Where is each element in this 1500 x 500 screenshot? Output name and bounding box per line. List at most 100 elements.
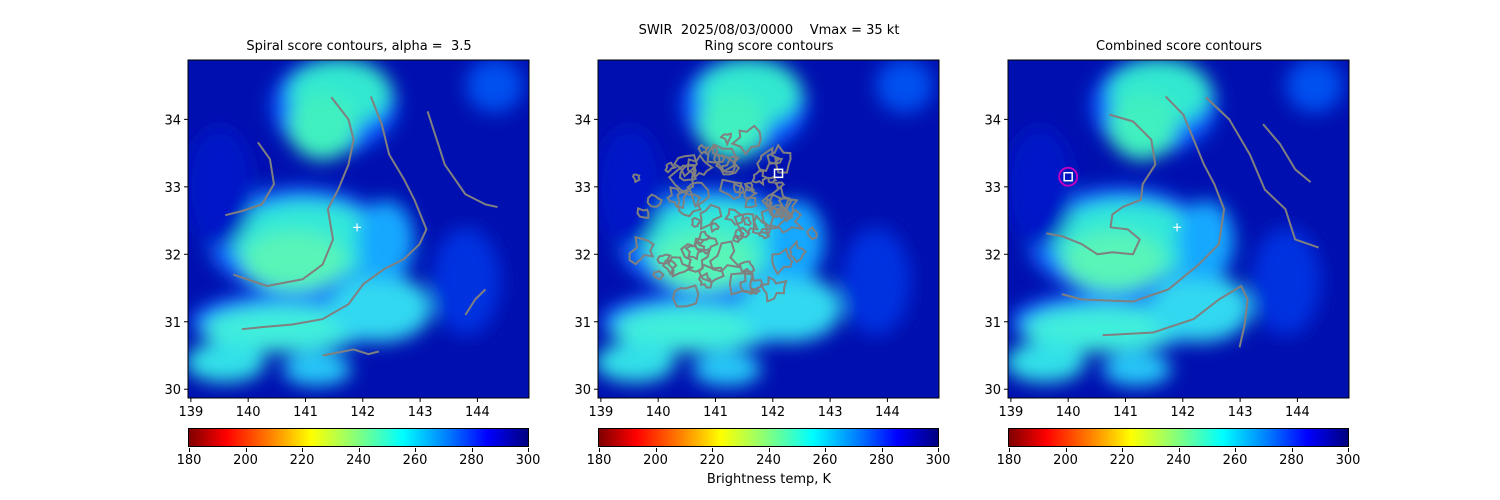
colorbar-tick-label: 180 xyxy=(176,453,202,468)
cloud-blob xyxy=(692,352,762,386)
ring-score-contour xyxy=(676,189,702,218)
colorbar-tick-label: 300 xyxy=(515,453,541,468)
ring-score-contour xyxy=(723,207,745,226)
y-tick-label: 30 xyxy=(164,383,181,398)
cloud-blob xyxy=(1022,304,1183,353)
ring-score-contour xyxy=(739,270,765,295)
cloud-blob xyxy=(1251,227,1321,336)
colorbar-tick xyxy=(768,448,770,452)
x-tick-label: 141 xyxy=(1113,405,1138,420)
colorbar-tick xyxy=(1178,448,1180,452)
ring-score-contour xyxy=(732,234,740,244)
x-tick-label: 143 xyxy=(408,405,433,420)
score-contour xyxy=(426,110,498,209)
cloud-blob xyxy=(431,227,501,336)
ring-score-contour xyxy=(686,153,714,180)
score-contour xyxy=(1061,95,1226,303)
ring-score-contour xyxy=(646,193,663,208)
x-tick-label: 139 xyxy=(178,405,203,420)
colorbar-tick-label: 240 xyxy=(346,453,371,468)
axes-frame xyxy=(1007,59,1350,399)
cloud-blob xyxy=(242,230,346,292)
colorbar-tick xyxy=(655,448,657,452)
ring-score-contour xyxy=(766,143,792,174)
panel-title-ring: Ring score contours xyxy=(704,39,834,54)
x-tick-label: 140 xyxy=(646,405,671,420)
cloud-blob xyxy=(328,274,432,343)
ring-score-contour xyxy=(632,173,641,184)
cloud-blob xyxy=(698,92,768,160)
ring-score-contour xyxy=(743,183,759,202)
colorbar-tick-label: 220 xyxy=(1109,453,1135,468)
colorbar-tick xyxy=(1348,448,1349,452)
ring-score-contour xyxy=(719,132,733,147)
ring-score-contour xyxy=(710,222,720,234)
x-tick-label: 140 xyxy=(1056,405,1081,420)
colorbar-tick-label: 220 xyxy=(699,453,725,468)
ring-score-contour xyxy=(756,146,782,173)
colorbar-tick xyxy=(1122,448,1123,452)
ring-score-contour xyxy=(733,212,760,235)
panel-title-spiral: Spiral score contours, alpha = 3.5 xyxy=(246,39,472,54)
colorbar-tick-label: 260 xyxy=(402,453,428,468)
colorbar-tick-label: 260 xyxy=(812,453,838,468)
figure-suptitle: SWIR 2025/08/03/0000 Vmax = 35 kt xyxy=(638,23,900,38)
score-contour xyxy=(1205,96,1319,249)
square-marker xyxy=(773,168,784,179)
colorbar-tick xyxy=(528,448,529,452)
cloud-blob xyxy=(188,126,254,248)
cloud-blob xyxy=(465,60,524,113)
ring-score-contour xyxy=(730,124,762,156)
colorbar-tick-label: 220 xyxy=(289,453,315,468)
colorbar-tick xyxy=(599,448,600,452)
ring-score-contour xyxy=(636,207,650,220)
center-plus-marker xyxy=(1173,223,1182,232)
ring-score-contour xyxy=(744,196,758,209)
colorbar-tick-label: 300 xyxy=(1335,453,1361,468)
ring-score-contour xyxy=(718,178,743,201)
ring-score-contour xyxy=(661,259,678,277)
colorbar-tick-label: 280 xyxy=(1279,453,1304,468)
overlays xyxy=(225,96,498,357)
ring-score-contour xyxy=(708,240,743,273)
cloud-blob xyxy=(1108,92,1178,160)
ring-score-contour xyxy=(684,240,706,261)
colorbar-tick-label: 260 xyxy=(1222,453,1248,468)
score-contour xyxy=(232,96,355,288)
cloud-blob xyxy=(652,230,756,292)
square-marker xyxy=(1063,171,1073,182)
y-tick-label: 32 xyxy=(164,248,181,263)
cloud-blob xyxy=(202,304,363,353)
ring-score-contour xyxy=(728,272,754,296)
overlays xyxy=(628,124,818,308)
x-tick-label: 143 xyxy=(818,405,843,420)
spiral-panel: 139 140 141 142 143 144 30 31 32 33 34 xyxy=(164,59,530,420)
colorbar-tick-label: 180 xyxy=(996,453,1022,468)
colorbar-ring: 180 200 220 240 260 280 300 xyxy=(587,428,950,468)
x-tick-label: 144 xyxy=(875,405,900,420)
colorbar-tick-label: 280 xyxy=(459,453,484,468)
x-tick-label: 142 xyxy=(1170,405,1195,420)
x-tick-label: 141 xyxy=(293,405,318,420)
ring-score-contour xyxy=(774,157,784,165)
x-tick-label: 139 xyxy=(588,405,613,420)
y-tick-label: 34 xyxy=(574,113,591,128)
combined-panel: 139 140 141 142 143 144 30 31 32 33 34 xyxy=(984,59,1350,420)
ring-score-contour xyxy=(757,227,771,240)
axes-frame xyxy=(187,59,530,399)
overlays xyxy=(1046,95,1319,348)
y-tick-label: 33 xyxy=(164,181,181,196)
cloud-blob xyxy=(841,227,911,336)
y-tick-label: 31 xyxy=(984,316,1001,331)
ring-score-contour xyxy=(740,216,752,227)
score-contour xyxy=(241,96,428,331)
cloud-blob xyxy=(875,60,934,113)
y-tick-label: 31 xyxy=(164,316,181,331)
y-tick-label: 33 xyxy=(984,181,1001,196)
cloud-blob xyxy=(1177,200,1235,282)
ring-score-contour xyxy=(788,239,807,264)
combined-plot: 139 140 141 142 143 144 30 31 32 33 34 xyxy=(984,59,1350,420)
colorbar-tick xyxy=(938,448,939,452)
ring-score-contour xyxy=(761,185,793,220)
